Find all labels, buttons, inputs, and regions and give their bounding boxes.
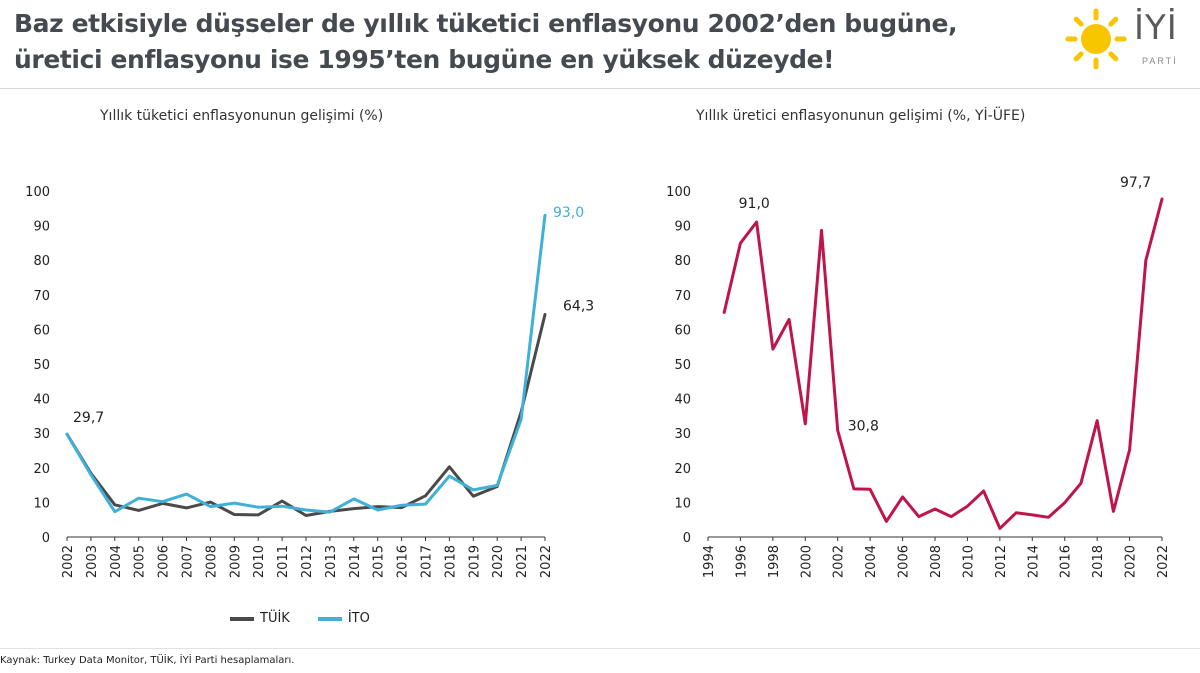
x-tick-label: 2002 [61, 545, 76, 578]
x-tick-label: 2008 [929, 545, 944, 578]
x-tick-label: 1996 [734, 545, 749, 578]
x-tick-label: 2009 [228, 545, 243, 578]
y-tick-label: 40 [674, 393, 691, 408]
data-label: 91,0 [739, 196, 770, 212]
x-tick-label: 2014 [348, 545, 363, 578]
left-chart-legend: TÜİK İTO [230, 611, 370, 626]
legend-item: TÜİK [230, 611, 290, 626]
logo-subtext: PARTİ [1142, 56, 1178, 66]
y-tick-label: 40 [33, 393, 50, 408]
data-label: 97,7 [1120, 175, 1151, 191]
sun-ray [1073, 16, 1084, 27]
data-label: 64,3 [563, 299, 594, 315]
x-tick-label: 2021 [515, 545, 530, 578]
x-tick-label: 2002 [832, 545, 847, 578]
headline-line-1: Baz etkisiyle düşseler de yıllık tüketic… [14, 9, 958, 38]
x-tick-label: 2012 [300, 545, 315, 578]
series-line-İTO [65, 213, 547, 514]
x-tick-label: 2016 [1059, 545, 1074, 578]
x-tick-label: 2017 [420, 545, 435, 578]
x-tick-label: 2011 [276, 545, 291, 578]
y-tick-label: 60 [33, 323, 50, 338]
x-tick-label: 2014 [1026, 545, 1041, 578]
x-tick-label: 2018 [443, 545, 458, 578]
y-tick-label: 30 [674, 427, 691, 442]
y-tick-label: 80 [33, 254, 50, 269]
footer-divider [0, 648, 1200, 649]
legend-label: İTO [347, 611, 370, 626]
y-tick-label: 70 [33, 289, 50, 304]
x-tick-label: 2006 [897, 545, 912, 578]
legend-swatch [317, 616, 342, 621]
legend-label: TÜİK [260, 611, 290, 626]
y-tick-label: 100 [666, 185, 691, 200]
x-tick-label: 2012 [994, 545, 1009, 578]
x-tick-label: 2022 [1156, 545, 1171, 578]
x-tick-label: 2000 [799, 545, 814, 578]
x-tick-label: 2005 [133, 545, 148, 578]
x-tick-label: 2013 [324, 545, 339, 578]
y-tick-label: 30 [33, 427, 50, 442]
x-tick-label: 2004 [864, 545, 879, 578]
x-tick-label: 2022 [539, 545, 554, 578]
sun-ray [1108, 16, 1119, 27]
headline-line-2: üretici enflasyonu ise 1995’ten bugüne e… [14, 45, 835, 74]
x-tick-label: 2018 [1091, 545, 1106, 578]
y-tick-label: 0 [42, 531, 50, 546]
x-tick-label: 2019 [467, 545, 482, 578]
x-tick-label: 2007 [181, 545, 196, 578]
x-tick-label: 2003 [85, 545, 100, 578]
data-label: 30,8 [848, 418, 879, 434]
legend-swatch [230, 616, 254, 621]
party-logo: İYİ PARTİ [1064, 4, 1194, 74]
sun-ray [1108, 51, 1119, 62]
x-tick-label: 2006 [157, 545, 172, 578]
y-tick-label: 50 [33, 358, 50, 373]
y-tick-label: 80 [674, 254, 691, 269]
y-tick-label: 10 [33, 496, 50, 511]
series-line-ufe [722, 197, 1164, 530]
y-tick-label: 90 [674, 220, 691, 235]
y-tick-label: 10 [674, 496, 691, 511]
y-tick-label: 70 [674, 289, 691, 304]
x-tick-label: 2010 [961, 545, 976, 578]
x-tick-label: 2015 [372, 545, 387, 578]
y-tick-label: 60 [674, 323, 691, 338]
x-tick-label: 2004 [109, 545, 124, 578]
y-tick-label: 50 [674, 358, 691, 373]
sun-ray [1073, 51, 1084, 62]
y-tick-label: 20 [33, 462, 50, 477]
y-tick-label: 100 [25, 185, 50, 200]
y-tick-label: 20 [674, 462, 691, 477]
left-chart-title: Yıllık tüketici enflasyonunun gelişimi (… [100, 108, 384, 124]
header-divider [0, 88, 1200, 89]
series-line-TÜİK [65, 313, 547, 517]
data-label: 93,0 [553, 205, 584, 221]
source-note: Kaynak: Turkey Data Monitor, TÜİK, İYİ P… [0, 655, 295, 666]
logo-wordmark: İYİ [1134, 8, 1178, 48]
x-tick-label: 2016 [396, 545, 411, 578]
x-tick-label: 2020 [1124, 545, 1139, 578]
y-tick-label: 90 [33, 220, 50, 235]
headline-block: Baz etkisiyle düşseler de yıllık tüketic… [14, 6, 1054, 78]
sun-icon [1065, 8, 1127, 70]
x-tick-label: 1994 [702, 545, 717, 578]
data-label: 29,7 [73, 410, 104, 426]
x-tick-label: 2008 [204, 545, 219, 578]
legend-item: İTO [317, 611, 370, 626]
right-chart-title: Yıllık üretici enflasyonunun gelişimi (%… [696, 108, 1026, 124]
x-tick-label: 1998 [767, 545, 782, 578]
x-tick-label: 2010 [252, 545, 267, 578]
x-tick-label: 2020 [491, 545, 506, 578]
y-tick-label: 0 [683, 531, 691, 546]
